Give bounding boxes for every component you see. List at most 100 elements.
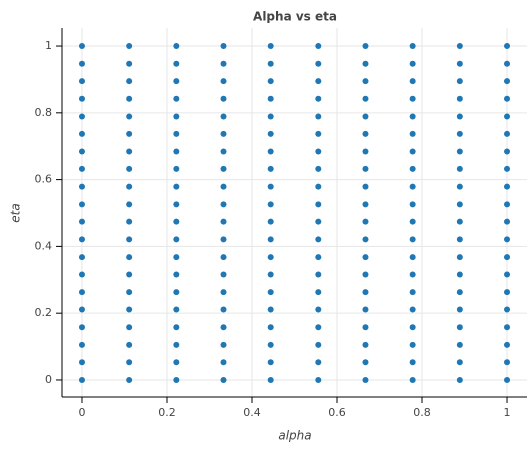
- y-axis-label: eta: [9, 203, 23, 222]
- point: [126, 306, 133, 313]
- point: [267, 183, 274, 190]
- point: [362, 183, 369, 190]
- point: [456, 236, 463, 243]
- point: [173, 113, 180, 120]
- point: [267, 201, 274, 208]
- point: [456, 148, 463, 155]
- point: [362, 78, 369, 85]
- point: [220, 376, 227, 383]
- point: [362, 359, 369, 366]
- point: [315, 113, 322, 120]
- point: [456, 130, 463, 137]
- point: [173, 306, 180, 313]
- point: [267, 78, 274, 85]
- point: [504, 341, 511, 348]
- point: [78, 130, 85, 137]
- point: [315, 254, 322, 261]
- point: [504, 60, 511, 67]
- point: [173, 341, 180, 348]
- point: [173, 376, 180, 383]
- point: [173, 183, 180, 190]
- point: [267, 43, 274, 50]
- point: [504, 324, 511, 331]
- point: [78, 376, 85, 383]
- point: [267, 254, 274, 261]
- point: [220, 183, 227, 190]
- y-tick-label: 0: [45, 373, 52, 386]
- point: [126, 43, 133, 50]
- point: [220, 95, 227, 102]
- x-tick-label: 0: [78, 406, 85, 419]
- y-tick-label: 0.6: [35, 173, 53, 186]
- point: [173, 148, 180, 155]
- point: [504, 201, 511, 208]
- point: [267, 113, 274, 120]
- point: [315, 324, 322, 331]
- point: [362, 289, 369, 296]
- point: [220, 148, 227, 155]
- x-tick-label: 0.8: [413, 406, 431, 419]
- x-tick-label: 0.2: [158, 406, 176, 419]
- point: [315, 165, 322, 172]
- point: [267, 359, 274, 366]
- point: [126, 148, 133, 155]
- point: [173, 236, 180, 243]
- point: [78, 324, 85, 331]
- point: [456, 341, 463, 348]
- point: [362, 148, 369, 155]
- point: [456, 113, 463, 120]
- point: [456, 359, 463, 366]
- point: [126, 341, 133, 348]
- point: [362, 324, 369, 331]
- point: [409, 148, 416, 155]
- point: [267, 130, 274, 137]
- point: [126, 183, 133, 190]
- point: [267, 236, 274, 243]
- y-tick-label: 0.2: [35, 306, 53, 319]
- point: [173, 218, 180, 225]
- point: [126, 359, 133, 366]
- point: [362, 236, 369, 243]
- point: [315, 218, 322, 225]
- point: [220, 306, 227, 313]
- point: [504, 78, 511, 85]
- point: [220, 254, 227, 261]
- point: [362, 341, 369, 348]
- point: [409, 165, 416, 172]
- point: [409, 113, 416, 120]
- point: [220, 236, 227, 243]
- point: [362, 271, 369, 278]
- point: [409, 130, 416, 137]
- point: [315, 130, 322, 137]
- point: [220, 341, 227, 348]
- x-tick-label: 0.6: [328, 406, 346, 419]
- point: [267, 306, 274, 313]
- point: [456, 43, 463, 50]
- point: [504, 43, 511, 50]
- point: [173, 289, 180, 296]
- point: [409, 341, 416, 348]
- point: [78, 289, 85, 296]
- point: [126, 289, 133, 296]
- point: [504, 148, 511, 155]
- point: [78, 148, 85, 155]
- point: [220, 359, 227, 366]
- point: [267, 95, 274, 102]
- point: [78, 183, 85, 190]
- point: [78, 271, 85, 278]
- point: [126, 78, 133, 85]
- point: [126, 236, 133, 243]
- point: [504, 306, 511, 313]
- point: [362, 306, 369, 313]
- point: [315, 95, 322, 102]
- point: [315, 359, 322, 366]
- point: [456, 324, 463, 331]
- point: [315, 306, 322, 313]
- point: [220, 78, 227, 85]
- point: [409, 359, 416, 366]
- point: [126, 254, 133, 261]
- y-tick-label: 0.4: [35, 239, 53, 252]
- point: [78, 254, 85, 261]
- point: [409, 218, 416, 225]
